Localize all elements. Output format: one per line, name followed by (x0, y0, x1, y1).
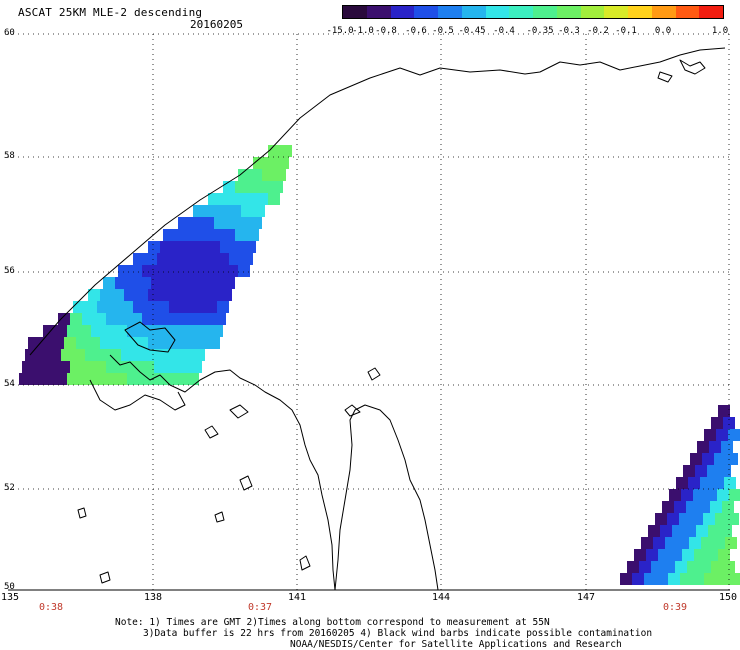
lat-label-58: 58 (4, 151, 15, 161)
color-scale-segment (651, 6, 676, 18)
color-scale-segment (628, 6, 652, 18)
note-line-2: 3)Data buffer is 22 hrs from 20160205 4)… (143, 628, 653, 639)
lat-label-54: 54 (4, 379, 15, 389)
color-scale-tick-label: -0.6 (405, 26, 427, 36)
color-scale-tick-label: -0.1 (615, 26, 637, 36)
time-label-0039: 0:39 (662, 602, 688, 613)
color-scale-tick-label: -1.0 (352, 26, 374, 36)
color-scale-segment (390, 6, 415, 18)
color-scale-segment (556, 6, 581, 18)
lon-label-150: 150 (718, 592, 738, 603)
map-date: 20160205 (190, 18, 243, 31)
lon-label-135: 135 (0, 592, 20, 603)
color-scale-tick-label: -0.4 (493, 26, 515, 36)
lat-label-52: 52 (4, 483, 15, 493)
color-scale-segment (509, 6, 533, 18)
color-scale-segment (604, 6, 628, 18)
color-scale-tick-label: -0.2 (587, 26, 609, 36)
color-scale-segment (699, 6, 723, 18)
time-label-0037: 0:37 (247, 602, 273, 613)
color-scale-tick-label: -0.3 (558, 26, 580, 36)
time-label-0038: 0:38 (38, 602, 64, 613)
color-scale-segment (438, 6, 462, 18)
lon-label-144: 144 (431, 592, 451, 603)
color-scale-segment (485, 6, 510, 18)
color-scale-segment (533, 6, 557, 18)
wind-cells-layer (19, 145, 740, 585)
lat-label-56: 56 (4, 266, 15, 276)
color-scale-tick-label: -0.8 (375, 26, 397, 36)
color-scale-segment (343, 6, 367, 18)
color-scale-segment (414, 6, 438, 18)
color-scale-tick-label: 0.0 (654, 26, 672, 36)
lon-label-147: 147 (576, 592, 596, 603)
color-scale-tick-label: -0.35 (526, 26, 554, 36)
lon-label-141: 141 (287, 592, 307, 603)
color-scale-labels: -15.0 -1.0 -0.8 -0.6 -0.5 -0.45 -0.4 -0.35 -0.3-… (326, 26, 730, 38)
lon-label-138: 138 (143, 592, 163, 603)
coastline (29, 47, 726, 591)
color-scale-tick-label: -0.45 (458, 26, 486, 36)
color-scale-bar (342, 5, 724, 19)
color-scale-segment (366, 6, 391, 18)
color-scale-segment (461, 6, 486, 18)
color-scale-tick-label: -0.5 (432, 26, 454, 36)
lat-label-50: 50 (4, 582, 15, 592)
lat-lon-grid (8, 33, 730, 590)
note-line-1: Note: 1) Times are GMT 2)Times along bot… (115, 617, 550, 628)
lat-label-60: 60 (4, 28, 15, 38)
color-scale-segment (675, 6, 700, 18)
map-title: ASCAT 25KM MLE-2 descending (18, 6, 203, 19)
color-scale-segment (580, 6, 605, 18)
note-line-3: NOAA/NESDIS/Center for Satellite Applica… (290, 639, 622, 650)
color-scale-tick-label: 1.0 (711, 26, 729, 36)
color-scale-tick-label: -15.0 (326, 26, 354, 36)
